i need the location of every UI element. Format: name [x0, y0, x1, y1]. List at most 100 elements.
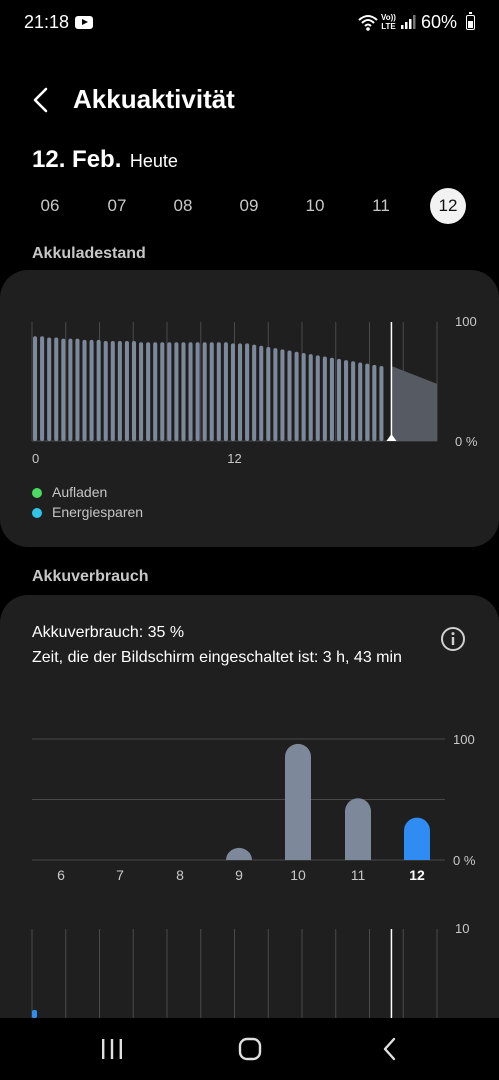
- battery-level-bar: [110, 341, 115, 441]
- legend-dot-charging: [32, 488, 42, 498]
- battery-level-bar: [294, 351, 299, 441]
- battery-level-bar: [40, 336, 45, 441]
- day-item-06[interactable]: 06: [40, 196, 60, 215]
- battery-level-bar: [223, 342, 228, 441]
- x-tick-label: 10: [290, 867, 306, 883]
- battery-level-bar: [82, 339, 87, 441]
- section-title-level: Akkuladestand: [32, 245, 146, 262]
- x-tick-label: 7: [116, 867, 124, 883]
- battery-level-bar: [131, 341, 137, 441]
- app-usage-chart: 10: [31, 921, 469, 1018]
- day-item-07[interactable]: 07: [107, 196, 127, 215]
- x-tick-label: 8: [176, 867, 184, 883]
- volte-line2: LTE: [381, 22, 396, 31]
- battery-level-bar: [188, 342, 193, 441]
- volte-icon: Vo)) LTE: [381, 13, 396, 31]
- battery-level-bar: [280, 349, 285, 441]
- battery-level-bar: [174, 342, 179, 441]
- day-selector: 06 07 08 09 10 11 12: [0, 188, 499, 224]
- projection-area: [391, 366, 437, 441]
- battery-level-bar: [75, 338, 80, 441]
- x-tick-label: 12: [227, 451, 241, 466]
- battery-level-bar: [308, 354, 313, 441]
- legend-label-charging: Aufladen: [52, 484, 108, 500]
- navigation-bar: [0, 1018, 499, 1080]
- battery-usage-chart: 6 7 8 9 10 11 12 100 0 %: [32, 732, 476, 883]
- legend-dot-powersaving: [32, 508, 42, 518]
- battery-level-bar: [287, 350, 292, 441]
- battery-level-bar: [322, 356, 327, 441]
- battery-level-bar: [103, 341, 108, 441]
- battery-level-bar: [54, 337, 59, 441]
- now-indicator-marker: [386, 434, 397, 441]
- battery-level-bar: [365, 363, 370, 441]
- battery-level-bar: [160, 342, 165, 441]
- battery-level-bar: [89, 339, 94, 441]
- y-tick-label: 0 %: [455, 434, 478, 449]
- battery-level-bar: [336, 358, 342, 441]
- y-tick-label: 100: [453, 732, 475, 747]
- y-tick-label: 0 %: [453, 853, 476, 868]
- section-title-usage: Akkuverbrauch: [32, 568, 149, 585]
- date-heading: 12. Feb. Heute: [32, 146, 178, 174]
- battery-level-bar: [372, 364, 377, 441]
- battery-icon: [466, 12, 475, 30]
- battery-level-bar: [195, 342, 200, 441]
- battery-level-bar: [266, 346, 271, 441]
- usage-bar: [32, 1010, 37, 1018]
- day-item-11[interactable]: 11: [372, 196, 390, 215]
- battery-level-bar: [139, 342, 144, 441]
- battery-level-bar: [202, 342, 207, 441]
- screen-on-time-text: Zeit, die der Bildschirm eingeschaltet i…: [32, 649, 402, 666]
- home-icon[interactable]: [235, 1036, 265, 1062]
- usage-percentage-text: Akkuverbrauch: 35 %: [32, 624, 185, 641]
- back-icon[interactable]: [375, 1036, 405, 1062]
- page-title: Akkuaktivität: [73, 84, 235, 114]
- day-item-10[interactable]: 10: [305, 196, 325, 215]
- battery-percentage: 60%: [421, 12, 458, 32]
- date-main: 12. Feb.: [32, 146, 122, 173]
- battery-level-bar: [358, 362, 363, 441]
- battery-level-bar: [209, 342, 214, 441]
- status-bar: 21:18 Vo)) LTE 60%: [0, 0, 499, 46]
- battery-level-bar: [47, 337, 52, 441]
- battery-level-bar: [117, 341, 122, 441]
- battery-level-bar: [230, 343, 235, 441]
- legend-label-powersaving: Energiesparen: [52, 504, 144, 520]
- day-item-09[interactable]: 09: [239, 196, 259, 215]
- wifi-icon: [358, 15, 378, 31]
- info-icon[interactable]: [440, 626, 466, 652]
- battery-level-bar: [245, 343, 250, 441]
- battery-level-bar: [61, 338, 66, 441]
- volte-line1: Vo)): [381, 13, 396, 22]
- battery-level-bar: [216, 342, 221, 441]
- battery-level-bar: [181, 342, 186, 441]
- battery-level-bar: [344, 360, 349, 441]
- y-tick-label: 10: [455, 921, 469, 936]
- recent-apps-icon[interactable]: [97, 1036, 127, 1062]
- page-header: Akkuaktivität: [0, 80, 499, 120]
- status-time: 21:18: [24, 12, 70, 32]
- battery-level-bar: [329, 357, 334, 441]
- day-item-12[interactable]: 12: [430, 188, 466, 224]
- day-item-08[interactable]: 08: [173, 196, 193, 215]
- y-tick-label: 100: [455, 314, 477, 329]
- chevron-left-icon[interactable]: [28, 84, 56, 116]
- x-tick-label: 12: [409, 867, 425, 883]
- x-tick-label: 11: [351, 867, 366, 883]
- battery-level-bar: [146, 342, 151, 441]
- battery-level-bar: [379, 366, 384, 441]
- battery-level-bar: [153, 342, 158, 441]
- battery-level-bar: [301, 352, 306, 441]
- battery-level-bar: [315, 355, 320, 441]
- date-sub: Heute: [129, 151, 178, 171]
- x-tick-label: 0: [32, 451, 39, 466]
- battery-level-chart: 100 0 % 0 12: [31, 314, 478, 466]
- battery-level-bar: [259, 345, 264, 441]
- battery-level-bar: [167, 342, 172, 441]
- battery-level-bar: [237, 343, 243, 441]
- usage-bar: [404, 817, 430, 860]
- usage-bar: [285, 743, 311, 860]
- battery-level-bar: [124, 341, 129, 441]
- legend-item-charging: Aufladen: [32, 484, 107, 500]
